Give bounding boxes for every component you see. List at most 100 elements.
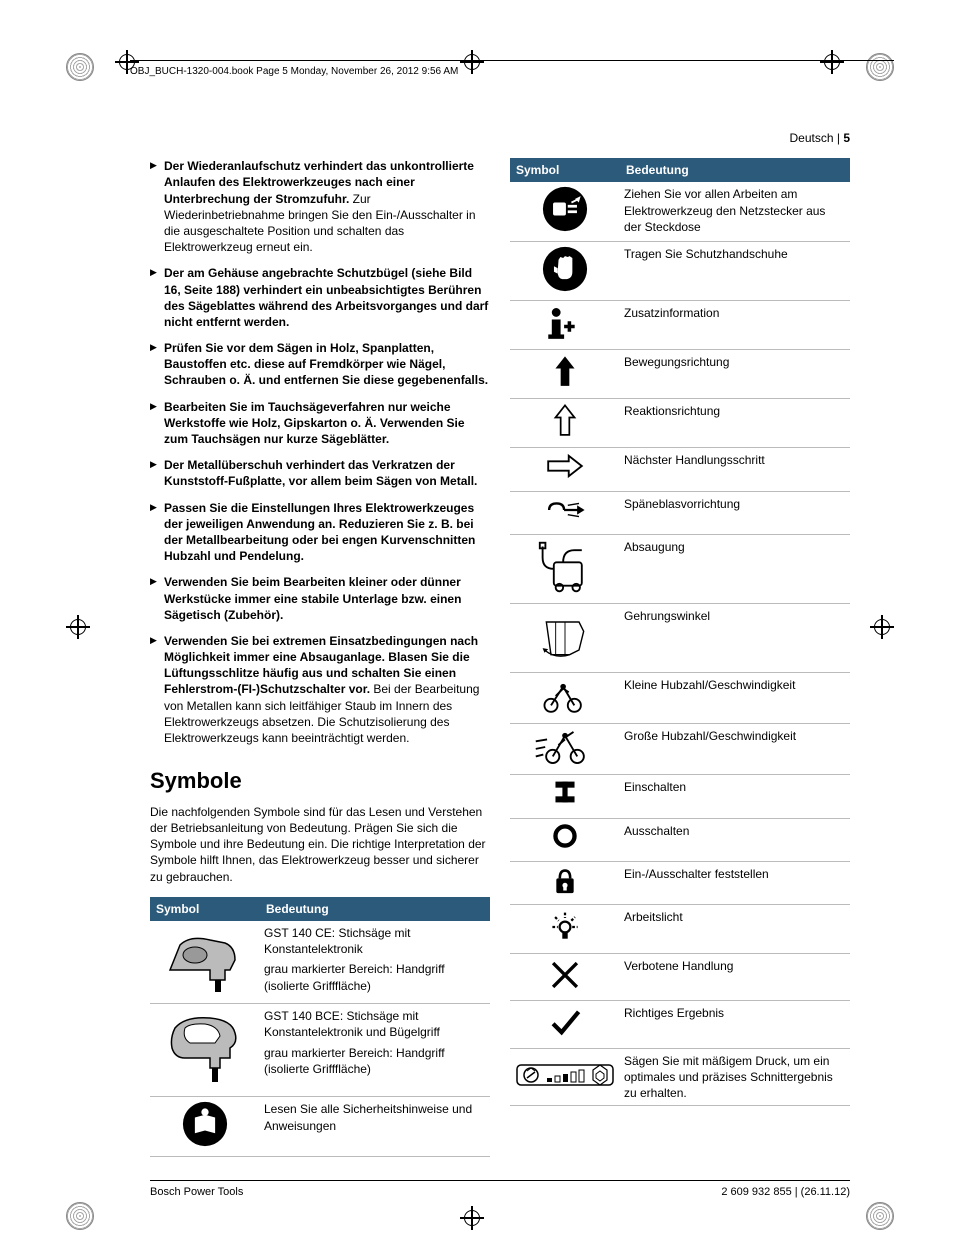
bullet-bold-text: Verwenden Sie beim Bearbeiten kleiner od…	[164, 575, 461, 621]
bullet-bold-text: Prüfen Sie vor dem Sägen in Holz, Spanpl…	[164, 341, 488, 387]
gauge-icon	[515, 1060, 615, 1090]
symbols-table-left-body: GST 140 CE: Stichsäge mit Konstantelektr…	[150, 921, 490, 1156]
table-row: Sägen Sie mit mäßigem Druck, um ein opti…	[510, 1048, 850, 1106]
registration-mark-icon	[460, 1206, 484, 1230]
table-row: Kleine Hubzahl/Geschwindigkeit	[510, 673, 850, 724]
meaning-subtext: grau markierter Bereich: Handgriff (isol…	[264, 961, 486, 993]
symbol-cell	[510, 673, 620, 724]
table-row: Arbeitslicht	[510, 905, 850, 954]
symbol-cell	[150, 921, 260, 1004]
meaning-cell: Ziehen Sie vor allen Arbeiten am Elektro…	[620, 182, 850, 241]
meaning-cell: GST 140 CE: Stichsäge mit Konstantelektr…	[260, 921, 490, 1004]
bullet-bold-text: Passen Sie die Einstellungen Ihres Elekt…	[164, 501, 475, 564]
table-row: Zusatzinformation	[510, 300, 850, 349]
crop-mark-icon	[66, 53, 94, 81]
registration-mark-icon	[66, 615, 90, 639]
table-row: Reaktionsrichtung	[510, 399, 850, 448]
symbol-cell	[510, 182, 620, 241]
lock-icon	[545, 866, 585, 896]
check-icon	[545, 1005, 585, 1039]
footer-left: Bosch Power Tools	[150, 1185, 243, 1200]
crop-mark-icon	[866, 1202, 894, 1230]
on-icon	[545, 779, 585, 809]
reaction-icon	[545, 403, 585, 439]
vacuum-icon	[537, 539, 593, 595]
symbol-cell	[510, 349, 620, 398]
safety-bullet: Der Wiederanlaufschutz verhindert das un…	[150, 158, 490, 255]
safety-bullet: Verwenden Sie bei extremen Einsatzbeding…	[150, 633, 490, 746]
fast-icon	[532, 728, 598, 766]
meaning-cell: Einschalten	[620, 775, 850, 818]
page-footer: Bosch Power Tools 2 609 932 855 | (26.11…	[150, 1180, 850, 1200]
meaning-cell: Zusatzinformation	[620, 300, 850, 349]
safety-bullet-list: Der Wiederanlaufschutz verhindert das un…	[150, 158, 490, 746]
table-row: Große Hubzahl/Geschwindigkeit	[510, 724, 850, 775]
print-header: OBJ_BUCH-1320-004.book Page 5 Monday, No…	[130, 60, 894, 79]
meaning-cell: Reaktionsrichtung	[620, 399, 850, 448]
jigsaw1-icon	[160, 925, 250, 995]
symbols-table-left: Symbol Bedeutung GST 140 CE: Stichsäge m…	[150, 897, 490, 1157]
registration-mark-icon	[870, 615, 894, 639]
table-row: Lesen Sie alle Sicherheitshinweise und A…	[150, 1097, 490, 1156]
meaning-cell: Verbotene Handlung	[620, 954, 850, 1001]
symbol-cell	[510, 491, 620, 534]
meaning-cell: Arbeitslicht	[620, 905, 850, 954]
info-icon	[543, 305, 587, 341]
table-row: Bewegungsrichtung	[510, 349, 850, 398]
meaning-cell: Ausschalten	[620, 818, 850, 861]
table-row: GST 140 BCE: Stichsäge mit Konstantelekt…	[150, 1004, 490, 1097]
meaning-cell: Ein-/Ausschalter feststellen	[620, 861, 850, 904]
symbols-table-right: Symbol Bedeutung Ziehen Sie vor allen Ar…	[510, 158, 850, 1106]
bullet-bold-text: Der Wiederanlaufschutz verhindert das un…	[164, 159, 474, 205]
safety-bullet: Der am Gehäuse angebrachte Schutzbügel (…	[150, 265, 490, 330]
meaning-cell: Gehrungswinkel	[620, 603, 850, 672]
table-row: Tragen Sie Schutzhandschuhe	[510, 241, 850, 300]
symbol-cell	[150, 1004, 260, 1097]
page-number: 5	[843, 131, 850, 145]
table-row: Verbotene Handlung	[510, 954, 850, 1001]
safety-bullet: Passen Sie die Einstellungen Ihres Elekt…	[150, 500, 490, 565]
meaning-text: GST 140 CE: Stichsäge mit Konstantelektr…	[264, 926, 411, 956]
safety-bullet: Prüfen Sie vor dem Sägen in Holz, Spanpl…	[150, 340, 490, 389]
safety-bullet: Bearbeiten Sie im Tauchsägeverfahren nur…	[150, 399, 490, 448]
next-icon	[545, 452, 585, 482]
symbol-cell	[510, 534, 620, 603]
symbol-cell	[510, 603, 620, 672]
cross-icon	[545, 958, 585, 992]
table-row: Späneblasvorrichtung	[510, 491, 850, 534]
read-icon	[182, 1101, 228, 1147]
gloves-icon	[542, 246, 588, 292]
symbol-cell	[510, 724, 620, 775]
section-heading: Symbole	[150, 766, 490, 796]
symbol-cell	[510, 775, 620, 818]
symbol-cell	[510, 448, 620, 491]
symbol-cell	[510, 241, 620, 300]
meaning-cell: Richtiges Ergebnis	[620, 1001, 850, 1048]
section-intro: Die nachfolgenden Symbole sind für das L…	[150, 804, 490, 885]
col-meaning: Bedeutung	[620, 158, 850, 182]
blow-icon	[541, 496, 589, 526]
col-meaning: Bedeutung	[260, 897, 490, 921]
meaning-cell: Sägen Sie mit mäßigem Druck, um ein opti…	[620, 1048, 850, 1106]
symbol-cell	[510, 300, 620, 349]
symbol-cell	[510, 818, 620, 861]
meaning-cell: Große Hubzahl/Geschwindigkeit	[620, 724, 850, 775]
crop-mark-icon	[66, 1202, 94, 1230]
meaning-text: Lesen Sie alle Sicherheitshinweise und A…	[264, 1102, 472, 1132]
slow-icon	[537, 677, 593, 715]
meaning-cell: Kleine Hubzahl/Geschwindigkeit	[620, 673, 850, 724]
safety-bullet: Der Metallüberschuh verhindert das Verkr…	[150, 457, 490, 489]
meaning-subtext: grau markierter Bereich: Handgriff (isol…	[264, 1045, 486, 1077]
table-row: Nächster Handlungsschritt	[510, 448, 850, 491]
plug-icon	[542, 186, 588, 232]
page-lang: Deutsch	[789, 131, 833, 145]
arrowup-icon	[545, 354, 585, 390]
symbol-cell	[510, 861, 620, 904]
table-row: Richtiges Ergebnis	[510, 1001, 850, 1048]
bullet-bold-text: Bearbeiten Sie im Tauchsägeverfahren nur…	[164, 400, 465, 446]
meaning-cell: Tragen Sie Schutzhandschuhe	[620, 241, 850, 300]
symbol-cell	[510, 1048, 620, 1106]
meaning-cell: Lesen Sie alle Sicherheitshinweise und A…	[260, 1097, 490, 1156]
symbol-cell	[510, 954, 620, 1001]
col-symbol: Symbol	[150, 897, 260, 921]
